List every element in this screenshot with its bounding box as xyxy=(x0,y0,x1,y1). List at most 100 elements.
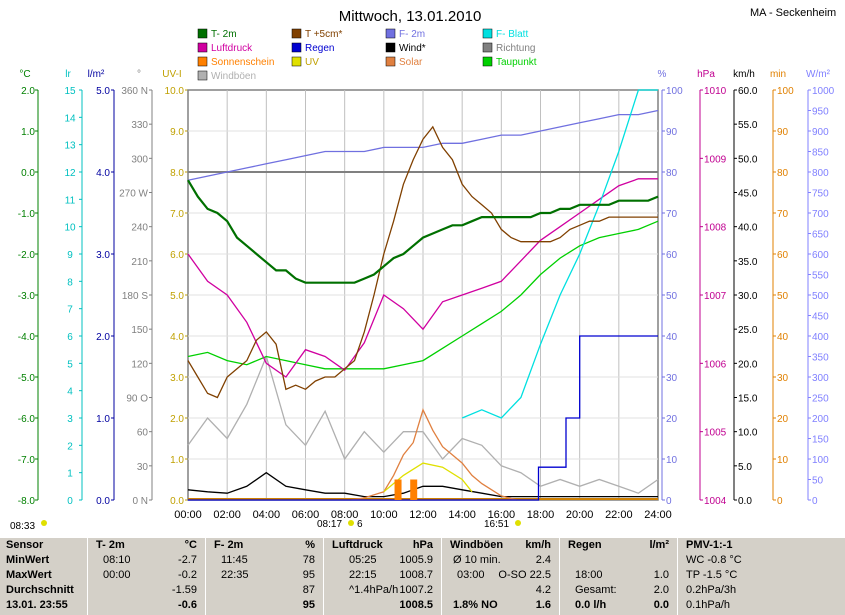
legend-label: T +5cm* xyxy=(305,29,342,40)
tick-label-pct: 20 xyxy=(666,414,678,425)
tick-label-uvi: 9.0 xyxy=(170,127,184,138)
stats-label-min: MinWert xyxy=(6,554,50,566)
x-tick-label: 00:00 xyxy=(174,509,202,521)
x-tick-label: 12:00 xyxy=(409,509,437,521)
axis-unit-lm2: l/m² xyxy=(88,69,105,80)
tick-label-wm2: 0 xyxy=(812,496,818,507)
sunset-icon xyxy=(515,520,521,526)
stats-t2m-col: T- 2m °C 08:10 -2.7 00:00 -0.2 -1.59 -0.6 xyxy=(88,538,206,615)
stats-f2m-avg: 87 xyxy=(302,584,315,596)
tick-label-lr: 6 xyxy=(67,332,73,343)
stats-luftdruck-max: 1008.7 xyxy=(399,569,433,581)
tick-label-c: 1.0 xyxy=(21,127,35,138)
x-tick-label: 02:00 xyxy=(213,509,241,521)
tick-label-deg: 60 xyxy=(137,428,149,439)
tick-label-kmh: 55.0 xyxy=(738,120,758,131)
tick-label-deg: 240 xyxy=(131,223,148,234)
sunrise-count: 6 xyxy=(357,519,363,530)
tick-label-kmh: 0.0 xyxy=(738,496,752,507)
tick-label-min: 30 xyxy=(777,373,789,384)
legend-swatch xyxy=(482,56,493,67)
tick-label-pct: 80 xyxy=(666,168,678,179)
x-tick-label: 14:00 xyxy=(448,509,476,521)
stats-regen-col: Regen l/m² 18:00 1.0 Gesamt: 2.0 0.0 l/h 0.0 xyxy=(560,538,678,615)
tick-label-kmh: 20.0 xyxy=(738,359,758,370)
legend-label: Windböen xyxy=(211,71,256,82)
left-sun-icon xyxy=(41,520,47,526)
tick-label-min: 70 xyxy=(777,209,789,220)
tick-label-hpa: 1004 xyxy=(704,496,727,507)
stats-f2m-min-time: 11:45 xyxy=(221,554,248,566)
tick-label-uvi: 7.0 xyxy=(170,209,184,220)
x-tick-label: 16:00 xyxy=(488,509,516,521)
tick-label-lm2: 3.0 xyxy=(96,250,110,261)
tick-label-uvi: 5.0 xyxy=(170,291,184,302)
legend-swatch xyxy=(291,42,302,53)
tick-label-c: -7.0 xyxy=(18,455,36,466)
legend-swatch xyxy=(197,28,208,39)
x-tick-label: 06:00 xyxy=(292,509,320,521)
tick-label-wm2: 800 xyxy=(812,168,829,179)
stats-windboen-max: O-SO 22.5 xyxy=(498,569,551,581)
stats-regen-max-time: 18:00 xyxy=(575,569,603,581)
axis-unit-deg: ° xyxy=(137,69,141,80)
tick-label-wm2: 1000 xyxy=(812,86,835,97)
tick-label-wm2: 200 xyxy=(812,414,829,425)
x-tick-label: 24:00 xyxy=(644,509,672,521)
chart-title: Mittwoch, 13.01.2010 xyxy=(339,8,482,25)
tick-label-pct: 60 xyxy=(666,250,678,261)
legend-label: T- 2m xyxy=(211,29,237,40)
tick-label-hpa: 1005 xyxy=(704,428,727,439)
tick-label-pct: 0 xyxy=(666,496,672,507)
tick-label-deg: 120 xyxy=(131,359,148,370)
tick-label-deg: 30 xyxy=(137,462,149,473)
tick-label-pct: 40 xyxy=(666,332,678,343)
tick-label-lr: 14 xyxy=(64,113,76,124)
stats-f2m-max-time: 22:35 xyxy=(221,569,249,581)
tick-label-c: -1.0 xyxy=(18,209,36,220)
legend-label: Solar xyxy=(399,57,423,68)
sunrise-icon xyxy=(348,520,354,526)
stats-pmv-col: PMV-1:-1 WC -0.8 °C TP -1.5 °C 0.2hPa/3h… xyxy=(678,538,796,615)
series-line-uv xyxy=(383,462,473,493)
stats-regen-total: 2.0 xyxy=(653,584,669,596)
sunshine-bar xyxy=(394,479,402,500)
tick-label-lr: 3 xyxy=(67,414,73,425)
station-name: MA - Seckenheim xyxy=(750,7,836,19)
tick-label-min: 50 xyxy=(777,291,789,302)
tick-label-uvi: 2.0 xyxy=(170,414,184,425)
x-tick-label: 22:00 xyxy=(605,509,633,521)
stats-pmv-row-2: TP -1.5 °C xyxy=(686,569,738,581)
tick-label-deg: 270 W xyxy=(119,189,148,200)
tick-label-c: -8.0 xyxy=(18,496,36,507)
stats-luftdruck-col: Luftdruck hPa 05:25 1005.9 22:15 1008.7 ^1.… xyxy=(324,538,442,615)
tick-label-uvi: 8.0 xyxy=(170,168,184,179)
tick-label-wm2: 150 xyxy=(812,435,829,446)
axis-unit-uvi: UV-I xyxy=(162,69,181,80)
axis-unit-wm2: W/m² xyxy=(806,69,831,80)
stats-t2m-min-time: 08:10 xyxy=(103,554,131,566)
stats-windboen-col: Windböen km/h Ø 10 min. 2.4 03:00 O-SO 22.5… xyxy=(442,538,560,615)
tick-label-min: 80 xyxy=(777,168,789,179)
legend-swatch xyxy=(197,42,208,53)
tick-label-pct: 30 xyxy=(666,373,678,384)
legend-swatch xyxy=(482,28,493,39)
tick-label-min: 10 xyxy=(777,455,789,466)
stats-t2m-max-time: 00:00 xyxy=(103,569,131,581)
stats-luftdruck-unit: hPa xyxy=(412,539,433,551)
stats-pmv-row-3: 0.2hPa/3h xyxy=(686,584,737,596)
x-tick-label: 10:00 xyxy=(370,509,398,521)
tick-label-kmh: 60.0 xyxy=(738,86,758,97)
x-tick-label: 18:00 xyxy=(527,509,555,521)
tick-label-pct: 100 xyxy=(666,86,683,97)
tick-label-lr: 9 xyxy=(67,250,73,261)
tick-label-min: 60 xyxy=(777,250,789,261)
tick-label-uvi: 10.0 xyxy=(165,86,185,97)
stats-luftdruck-max-time: 22:15 xyxy=(349,569,377,581)
stats-luftdruck-min-time: 05:25 xyxy=(349,554,377,566)
stats-pmv-row-4: 0.1hPa/h xyxy=(686,599,731,611)
tick-label-deg: 180 S xyxy=(122,291,148,302)
tick-label-lr: 12 xyxy=(64,168,76,179)
tick-label-lr: 2 xyxy=(67,441,73,452)
tick-label-lm2: 5.0 xyxy=(96,86,110,97)
